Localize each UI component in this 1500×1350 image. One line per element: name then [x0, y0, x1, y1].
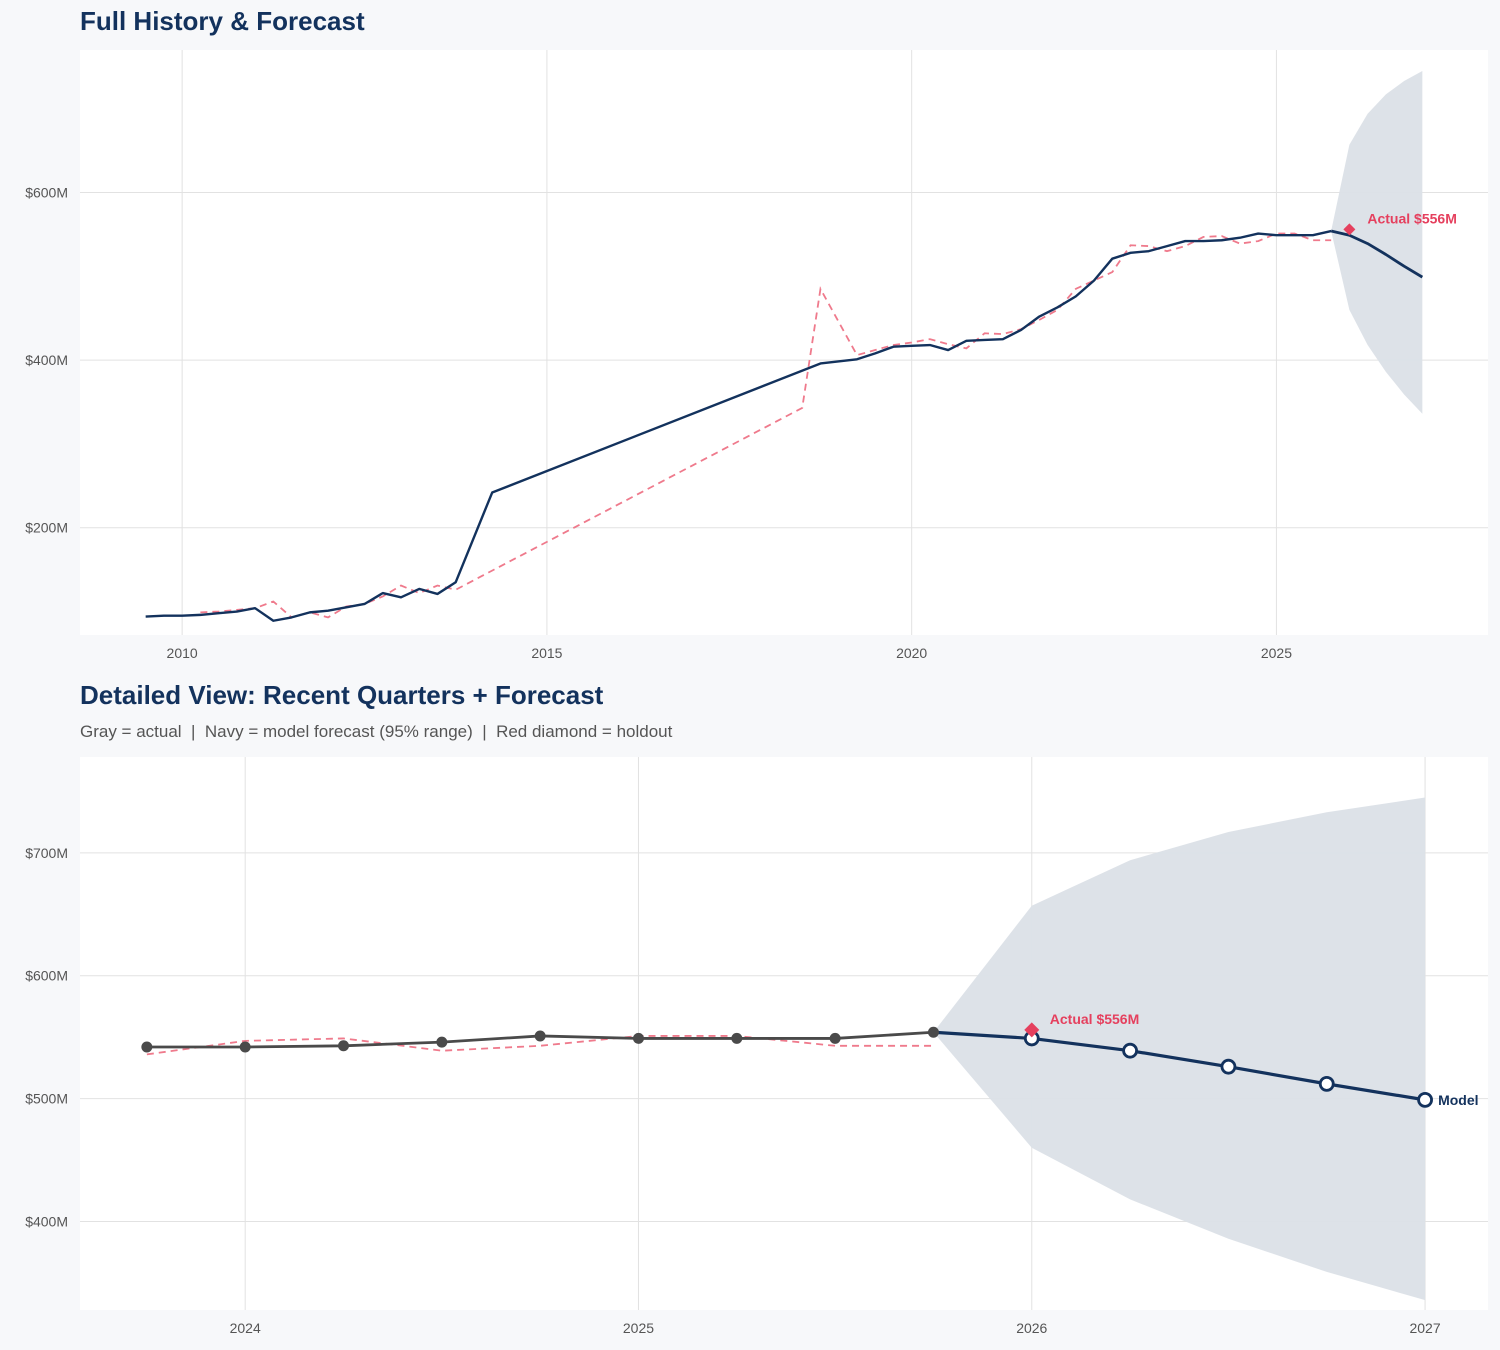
bottom-y-tick-label: $500M	[25, 1091, 68, 1107]
bottom-y-tick-label: $400M	[25, 1214, 68, 1230]
top-forecast-interval-band	[1331, 70, 1423, 414]
bottom-dashed-series-line	[146, 1035, 934, 1056]
top-actual-line	[145, 229, 1332, 622]
top-plot-area	[80, 50, 1488, 635]
top-holdout-label: Actual $556M	[1367, 210, 1456, 226]
forecast-point	[1417, 1091, 1433, 1108]
actual-point	[338, 1040, 350, 1052]
top-y-tick-label: $400M	[25, 352, 68, 368]
bottom-x-tick-label: 2024	[230, 1320, 261, 1336]
bottom-y-tick-label: $600M	[25, 968, 68, 984]
bottom-y-tick-label: $700M	[25, 845, 68, 861]
actual-point	[239, 1041, 251, 1053]
actual-point	[927, 1026, 939, 1038]
bottom-holdout-label: Actual $556M	[1050, 1011, 1139, 1027]
top-x-tick-label: 2020	[896, 645, 927, 661]
bottom-forecast-interval-band	[933, 797, 1426, 1301]
top-holdout-diamond	[1343, 223, 1356, 236]
actual-point	[436, 1036, 448, 1048]
bottom-chart-title: Detailed View: Recent Quarters + Forecas…	[80, 680, 604, 710]
forecast-point	[1122, 1042, 1139, 1059]
top-forecast-line	[1330, 229, 1424, 279]
top-chart: $200M $400M $600M 2010 2015 2020 2025 Actual $5…	[25, 50, 1488, 661]
bottom-x-tick-label: 2025	[623, 1320, 654, 1336]
top-dashed-series-line	[200, 232, 1332, 619]
forecast-point	[1220, 1058, 1237, 1075]
bottom-x-tick-label: 2026	[1016, 1320, 1047, 1336]
actual-point	[731, 1032, 743, 1044]
bottom-forecast-line	[933, 1030, 1426, 1102]
top-y-tick-label: $600M	[25, 184, 68, 200]
top-x-tick-label: 2010	[167, 645, 198, 661]
top-chart-title: Full History & Forecast	[80, 6, 365, 36]
top-x-tick-label: 2025	[1261, 645, 1292, 661]
top-y-tick-label: $200M	[25, 520, 68, 536]
top-x-tick-label: 2015	[531, 645, 562, 661]
actual-point	[141, 1041, 153, 1053]
actual-point	[829, 1032, 841, 1044]
bottom-chart: $400M $500M $600M $700M 2024 2025 2026 2027 Mode…	[25, 757, 1488, 1336]
actual-point	[632, 1032, 644, 1044]
bottom-holdout-diamond	[1024, 1022, 1040, 1038]
bottom-chart-subtitle: Gray = actual | Navy = model forecast (9…	[80, 722, 673, 741]
forecast-end-label: Model	[1438, 1092, 1478, 1108]
actual-point	[534, 1030, 546, 1042]
forecast-point	[1318, 1075, 1335, 1092]
bottom-x-tick-label: 2027	[1409, 1320, 1440, 1336]
